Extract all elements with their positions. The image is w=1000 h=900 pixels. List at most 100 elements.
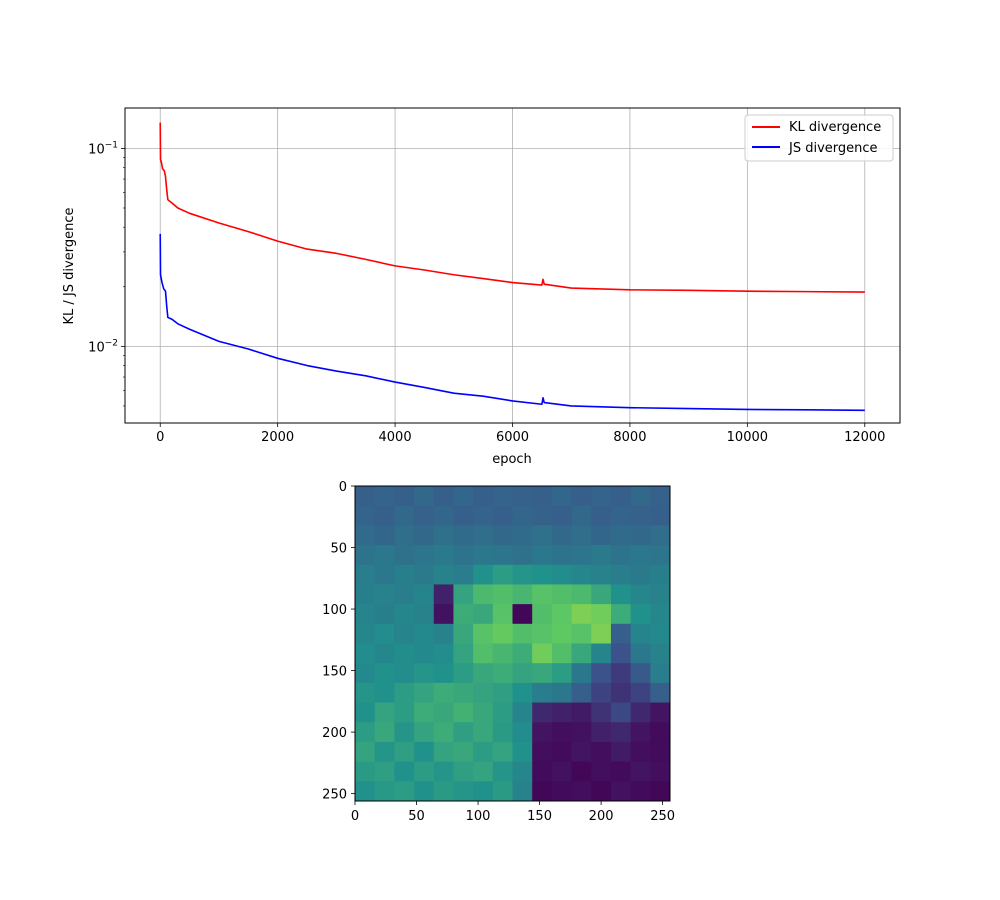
heatmap-cell xyxy=(571,761,592,782)
y-axis-label: KL / JS divergence xyxy=(62,208,77,325)
heatmap-cell xyxy=(453,545,474,566)
heatmap-cell xyxy=(532,663,553,684)
heatmap-cell xyxy=(433,722,454,743)
legend-box xyxy=(744,114,894,162)
heatmap-cell xyxy=(374,486,395,507)
heatmap-cell xyxy=(433,525,454,546)
heatmap-cell xyxy=(492,604,513,625)
heatmap-cell xyxy=(591,741,612,763)
heatmap-cell xyxy=(650,761,671,782)
heatmap-cell xyxy=(374,741,395,763)
heatmap-cell xyxy=(650,741,671,763)
heatmap-cell xyxy=(591,781,612,802)
heatmap-cell xyxy=(492,722,513,743)
heatmap-cell xyxy=(630,604,651,625)
heatmap-cell xyxy=(355,643,376,664)
heatmap-cell xyxy=(591,505,612,526)
heatmap-cell xyxy=(591,623,612,644)
y-tick-label: 10−2 xyxy=(88,338,118,355)
heatmap-x-tick-label: 50 xyxy=(408,809,425,824)
heatmap-cell xyxy=(374,643,395,664)
heatmap-cell xyxy=(551,584,573,605)
heatmap-cell xyxy=(414,584,435,605)
heatmap-cell xyxy=(394,781,415,802)
heatmap-cell xyxy=(374,623,395,644)
heatmap-cell xyxy=(433,741,454,763)
heatmap-cell xyxy=(473,604,494,625)
heatmap-y-tick-label: 50 xyxy=(330,542,347,557)
heatmap-y-tick-label: 0 xyxy=(339,480,347,495)
heatmap-cell xyxy=(453,486,474,507)
heatmap-cell xyxy=(650,486,671,507)
heatmap-cell xyxy=(453,741,474,763)
heatmap-cell xyxy=(374,781,395,802)
heatmap-cell xyxy=(610,663,632,684)
heatmap-cell xyxy=(433,584,454,605)
heatmap-cell xyxy=(610,643,632,664)
kl-divergence-line xyxy=(159,122,865,293)
heatmap-cell xyxy=(453,702,474,723)
heatmap-cell xyxy=(571,643,592,664)
heatmap-cell xyxy=(374,761,395,782)
heatmap-cell xyxy=(414,486,435,507)
heatmap-cell xyxy=(610,525,632,546)
heatmap-cell xyxy=(473,486,494,507)
heatmap-cell xyxy=(630,505,651,526)
heatmap-cell xyxy=(532,545,553,566)
heatmap-cell xyxy=(591,643,612,664)
heatmap-cell xyxy=(650,781,671,802)
heatmap-cell xyxy=(551,604,573,625)
heatmap-cell xyxy=(630,722,651,743)
heatmap-cell xyxy=(492,643,513,664)
heatmap-cell xyxy=(532,486,553,507)
heatmap-x-tick-label: 250 xyxy=(650,809,675,824)
legend-label-kl: KL divergence xyxy=(789,120,881,135)
heatmap-cell xyxy=(414,525,435,546)
heatmap-cell xyxy=(355,486,376,507)
heatmap-cell xyxy=(374,604,395,625)
heatmap-cell xyxy=(650,564,671,585)
heatmap-cell xyxy=(492,761,513,782)
heatmap-cell xyxy=(433,564,454,585)
heatmap-cell xyxy=(433,623,454,644)
heatmap-x-tick-label: 150 xyxy=(527,809,552,824)
heatmap-cell xyxy=(374,525,395,546)
heatmap-cell xyxy=(551,545,573,566)
heatmap-cell xyxy=(453,623,474,644)
heatmap-cell xyxy=(650,525,671,546)
heatmap-cell xyxy=(453,781,474,802)
heatmap-cell xyxy=(591,545,612,566)
heatmap-cell xyxy=(571,604,592,625)
heatmap-cell xyxy=(394,505,415,526)
axis-layer: 0 2000 4000 6000 8000 10000 12000 10−2 10−1 xyxy=(88,140,885,445)
heatmap-x-tick-label: 100 xyxy=(466,809,491,824)
heatmap-cell xyxy=(433,761,454,782)
heatmap-cell xyxy=(355,781,376,802)
heatmap-cell xyxy=(473,722,494,743)
heatmap-cell xyxy=(394,623,415,644)
heatmap-cell xyxy=(374,564,395,585)
heatmap-cell xyxy=(571,545,592,566)
heatmap-cell xyxy=(512,505,533,526)
heatmap-cell xyxy=(532,505,553,526)
heatmap-cell xyxy=(532,702,553,723)
heatmap-cell xyxy=(630,545,651,566)
heatmap-cell xyxy=(512,545,533,566)
heatmap-cell xyxy=(355,545,376,566)
heatmap-cell xyxy=(473,741,494,763)
x-tick-label: 2000 xyxy=(261,430,294,445)
heatmap-cell xyxy=(453,525,474,546)
heatmap-cell xyxy=(551,682,573,704)
heatmap-cell xyxy=(591,584,612,605)
heatmap-cell xyxy=(512,741,533,763)
heatmap-cell xyxy=(650,584,671,605)
heatmap-cell xyxy=(610,781,632,802)
heatmap-cell xyxy=(453,564,474,585)
heatmap-cell xyxy=(551,722,573,743)
heatmap-cell xyxy=(355,761,376,782)
heatmap-axes: 0 50 100 150 200 250 0 50 100 150 200 250 xyxy=(322,480,675,824)
heatmap-cell xyxy=(532,781,553,802)
heatmap-cell xyxy=(571,663,592,684)
heatmap-cell xyxy=(453,722,474,743)
heatmap-cell xyxy=(610,564,632,585)
